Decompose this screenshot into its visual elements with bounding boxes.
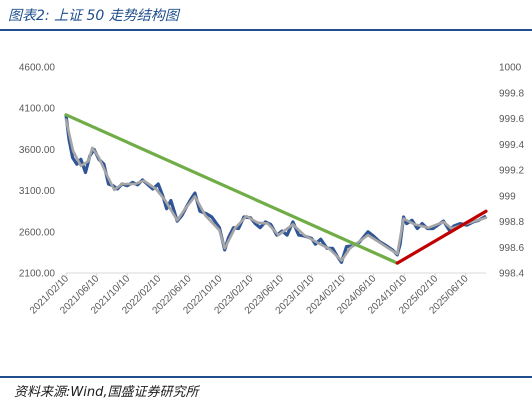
y-left-tick-label: 3100.00 (19, 186, 56, 197)
y-right-tick-label: 999.6 (499, 114, 524, 125)
y-right-tick-label: 999 (499, 191, 516, 202)
y-right-tick-label: 998.4 (499, 269, 524, 280)
trend-line-down (64, 113, 399, 265)
y-right-tick-label: 998.6 (499, 243, 524, 254)
y-left-tick-label: 3600.00 (19, 145, 56, 156)
smoothed-series-line (64, 118, 488, 262)
tick-labels-group: 2100.00 2600.00 3100.00 3600.00 4100.00 4600.… (19, 63, 525, 317)
y-left-tick-label: 2600.00 (19, 227, 56, 238)
grid-group (65, 272, 486, 276)
index-series-line (64, 114, 487, 264)
source-note: 资料来源:Wind,国盛证券研究所 (14, 385, 199, 400)
header-rule (0, 29, 532, 31)
series-group (64, 113, 488, 265)
chart-title: 图表2: 上证 50 走势结构图 (8, 8, 179, 24)
y-right-tick-label: 1000 (499, 63, 522, 74)
y-right-tick-label: 999.8 (499, 88, 524, 99)
trend-line-up (395, 209, 488, 265)
y-left-tick-label: 4100.00 (19, 104, 56, 115)
y-left-tick-label: 2100.00 (19, 269, 56, 280)
y-right-tick-label: 999.2 (499, 166, 524, 177)
footer-rule (0, 376, 532, 378)
y-right-tick-label: 999.4 (499, 140, 524, 151)
y-right-tick-label: 998.8 (499, 217, 524, 228)
y-left-tick-label: 4600.00 (19, 63, 56, 74)
